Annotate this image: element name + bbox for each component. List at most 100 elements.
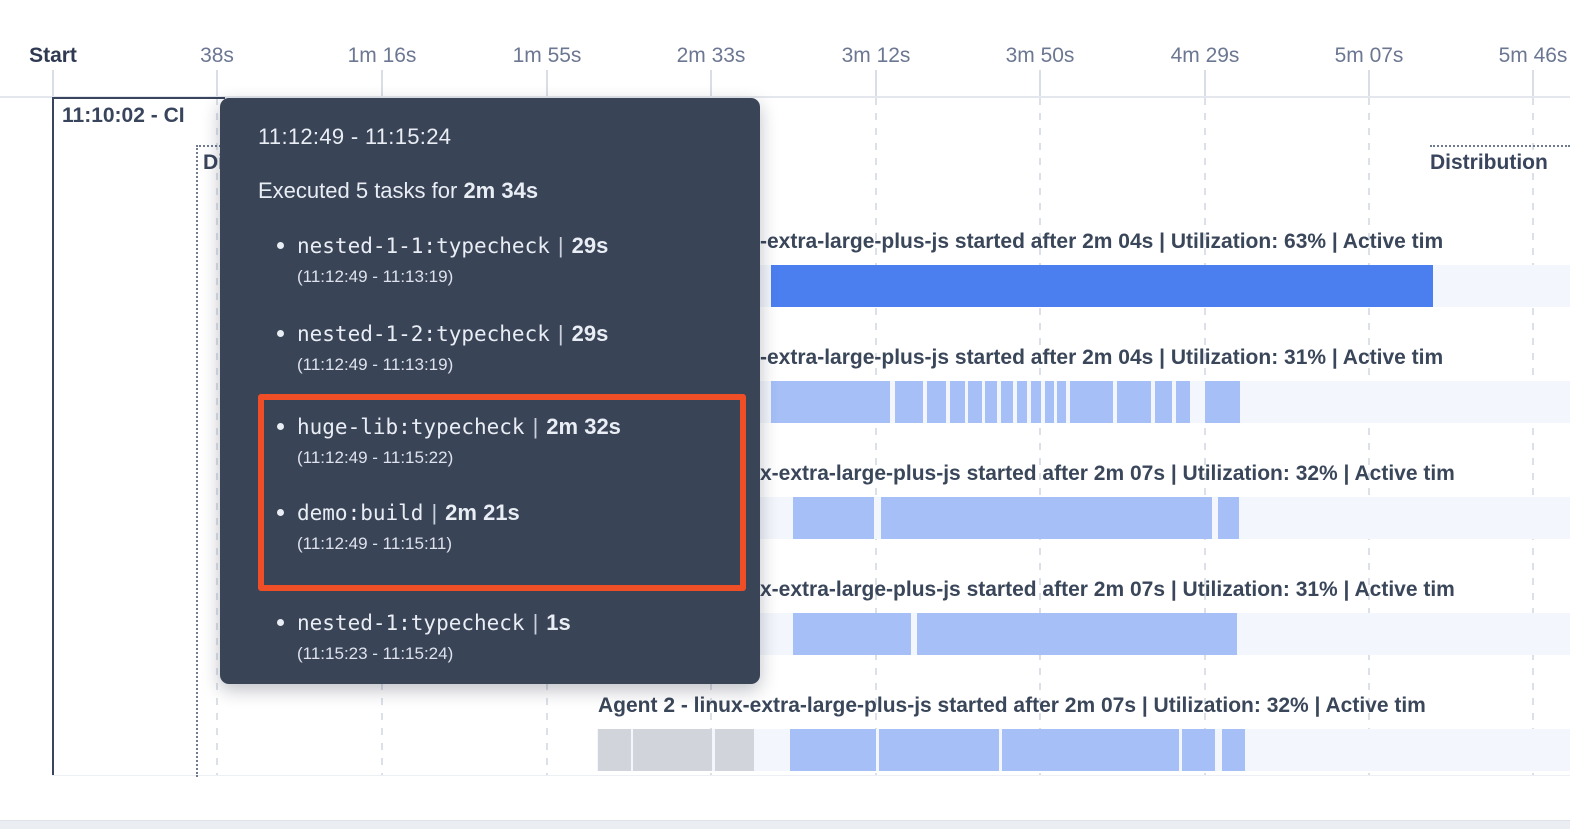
bullet-icon (277, 242, 284, 250)
task-bar-segment[interactable] (1182, 729, 1215, 771)
task-bar-segment[interactable] (1031, 381, 1041, 423)
distribution-label-right: Distribution (1430, 151, 1548, 174)
task-duration: 2m 21s (445, 500, 520, 525)
axis-tick-label: 3m 12s (841, 44, 911, 67)
ci-run-label: 11:10:02 - CI (62, 104, 185, 127)
task-bar-segment[interactable] (1218, 497, 1239, 539)
agent-row-label: -extra-large-plus-js started after 2m 04… (760, 346, 1444, 369)
axis-tick-label: 1m 55s (512, 44, 582, 67)
task-bar-segment[interactable] (793, 497, 874, 539)
tooltip-task-list: nested-1-1:typecheck | 29s (11:12:49 - 11:… (258, 232, 746, 665)
axis-tick-label: 5m 46s (1498, 44, 1568, 67)
bullet-icon (277, 330, 284, 338)
task-item: nested-1-1:typecheck | 29s (11:12:49 - 11:… (277, 232, 722, 288)
axis-tick-label: Start (29, 44, 77, 67)
axis-tick-mark (1532, 70, 1534, 96)
task-bar-segment[interactable] (1155, 381, 1172, 423)
idle-bar-segment[interactable] (715, 729, 754, 771)
axis-tick-label: 5m 07s (1334, 44, 1404, 67)
axis-line (0, 96, 1570, 98)
axis-tick-label: 2m 33s (676, 44, 746, 67)
task-bar-segment[interactable] (968, 381, 982, 423)
axis-tick-mark (1039, 70, 1041, 96)
task-bar-segment[interactable] (927, 381, 946, 423)
axis-tick-label: 38s (200, 44, 234, 67)
task-bar-segment[interactable] (1205, 381, 1240, 423)
task-bar-segment[interactable] (950, 381, 965, 423)
task-bar-segment[interactable] (1070, 381, 1113, 423)
distribution-box-right (1430, 145, 1570, 207)
task-tooltip: 11:12:49 - 11:15:24 Executed 5 tasks for… (220, 98, 760, 684)
footer-divider (0, 820, 1570, 829)
chart-bottom-border (52, 775, 1570, 776)
agent-row-label: Agent 2 - linux-extra-large-plus-js star… (598, 694, 1426, 717)
bullet-icon (277, 619, 284, 627)
task-separator: | (557, 233, 564, 258)
task-bar-segment[interactable] (1117, 381, 1151, 423)
task-item: nested-1:typecheck | 1s (11:15:23 - 11:15:… (277, 609, 722, 665)
bullet-icon (277, 509, 284, 517)
task-bar-segment[interactable] (879, 729, 999, 771)
axis-tick-mark (52, 70, 54, 96)
tooltip-summary-duration: 2m 34s (463, 178, 539, 203)
task-time-range: (11:12:49 - 11:13:19) (297, 355, 454, 374)
ci-run-box-left-border (52, 97, 54, 776)
highlighted-tasks-box: huge-lib:typecheck | 2m 32s (11:12:49 - 11… (258, 394, 746, 591)
axis-tick-label: 1m 16s (347, 44, 417, 67)
tooltip-summary-prefix: Executed 5 tasks for (258, 178, 464, 203)
bullet-icon (277, 423, 284, 431)
gridline (875, 98, 877, 776)
agent-row-label: -extra-large-plus-js started after 2m 04… (760, 230, 1444, 253)
task-bar-segment[interactable] (917, 613, 1237, 655)
task-bar-segment[interactable] (1017, 381, 1027, 423)
task-time-range: (11:15:23 - 11:15:24) (297, 644, 454, 663)
task-separator: | (532, 610, 539, 635)
axis-tick-label: 4m 29s (1170, 44, 1240, 67)
task-time-range: (11:12:49 - 11:15:22) (297, 448, 454, 467)
task-name: nested-1:typecheck (297, 611, 525, 635)
task-separator: | (532, 414, 539, 439)
axis-tick-mark (875, 70, 877, 96)
axis-tick-label: 3m 50s (1005, 44, 1075, 67)
axis-tick-mark (546, 70, 548, 96)
task-bar-segment[interactable] (1176, 381, 1190, 423)
task-duration: 2m 32s (546, 414, 621, 439)
task-bar-segment[interactable] (895, 381, 923, 423)
task-bar-segment[interactable] (790, 729, 876, 771)
task-duration: 29s (571, 321, 609, 346)
axis-tick-mark (1368, 70, 1370, 96)
task-bar-segment[interactable] (771, 381, 890, 423)
task-time-range: (11:12:49 - 11:15:11) (297, 534, 452, 553)
gridline (1368, 98, 1370, 776)
idle-bar-segment[interactable] (633, 729, 712, 771)
task-bar-segment[interactable] (1222, 729, 1245, 771)
agent-row-label: x-extra-large-plus-js started after 2m 0… (760, 578, 1455, 601)
task-bar-segment[interactable] (1057, 381, 1066, 423)
task-item: demo:build | 2m 21s (11:12:49 - 11:15:11) (277, 499, 728, 555)
task-duration: 1s (546, 610, 571, 635)
axis-tick-mark (710, 70, 712, 96)
task-item: nested-1-2:typecheck | 29s (11:12:49 - 11:… (277, 320, 722, 376)
task-separator: | (431, 500, 438, 525)
task-name: huge-lib:typecheck (297, 415, 525, 439)
task-item: huge-lib:typecheck | 2m 32s (11:12:49 - 11… (277, 413, 728, 469)
task-bar-segment[interactable] (881, 497, 1212, 539)
agent-row-label: x-extra-large-plus-js started after 2m 0… (760, 462, 1455, 485)
tooltip-time-range: 11:12:49 - 11:15:24 (258, 124, 452, 149)
task-bar-segment[interactable] (1002, 729, 1179, 771)
task-duration: 29s (571, 233, 609, 258)
axis-tick-mark (1204, 70, 1206, 96)
task-time-range: (11:12:49 - 11:13:19) (297, 267, 454, 286)
task-bar-segment[interactable] (1001, 381, 1013, 423)
gridline (1532, 98, 1534, 776)
axis-tick-mark (216, 70, 218, 96)
task-name: demo:build (297, 501, 424, 525)
gridline (1204, 98, 1206, 776)
task-separator: | (557, 321, 564, 346)
task-bar-segment[interactable] (793, 613, 911, 655)
task-bar-segment[interactable] (1045, 381, 1054, 423)
gridline (1039, 98, 1041, 776)
task-bar-segment[interactable] (985, 381, 997, 423)
idle-bar-segment[interactable] (598, 729, 631, 771)
task-bar-segment[interactable] (771, 265, 1433, 307)
